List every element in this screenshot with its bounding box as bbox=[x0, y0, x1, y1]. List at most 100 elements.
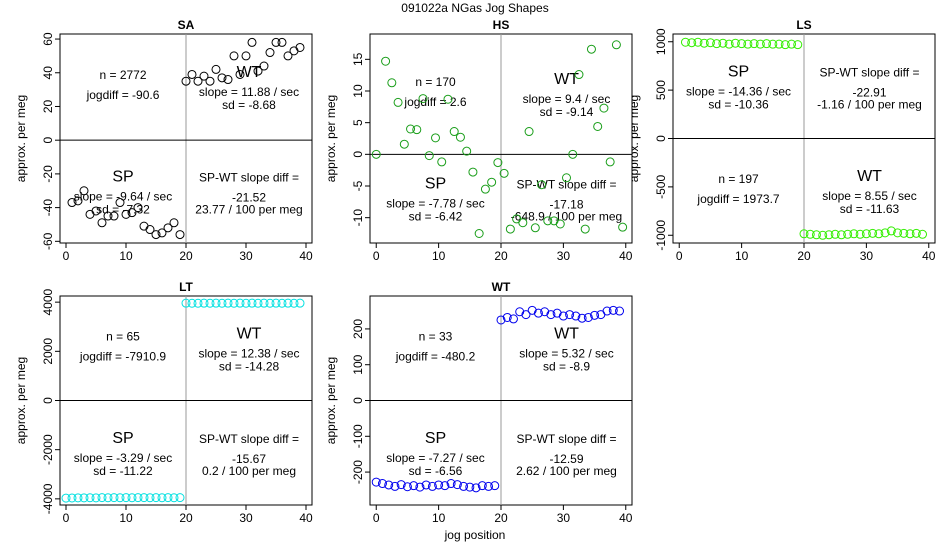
wt-data-point bbox=[546, 310, 556, 320]
sa-x-tick-label: 30 bbox=[239, 249, 253, 263]
hs-x-tick-label: 30 bbox=[557, 249, 571, 263]
hs-data-point bbox=[618, 222, 628, 232]
ls-sp-label: SP bbox=[728, 63, 749, 80]
sa-data-point bbox=[139, 221, 149, 231]
lt-data-point bbox=[181, 298, 191, 308]
wt-wt-slope: slope = 5.32 / sec bbox=[519, 346, 613, 360]
wt-data-point bbox=[402, 482, 412, 492]
sa-y-tick-label: -20 bbox=[41, 165, 55, 183]
sa-y-axis-label: approx. per meg bbox=[14, 95, 28, 182]
hs-data-point bbox=[518, 218, 528, 228]
hs-data-point bbox=[468, 167, 478, 177]
lt-x-tick-label: 30 bbox=[239, 511, 253, 525]
lt-sp-sd: sd = -11.22 bbox=[93, 464, 153, 478]
wt-data-point bbox=[415, 482, 425, 492]
lt-data-point bbox=[139, 493, 149, 503]
lt-data-point bbox=[271, 298, 281, 308]
lt-data-point bbox=[229, 298, 239, 308]
hs-data-point bbox=[605, 157, 615, 167]
ls-data-point bbox=[918, 229, 928, 239]
ls-y-tick-label: -500 bbox=[654, 175, 668, 199]
sa-data-point bbox=[115, 198, 125, 208]
ls-data-point bbox=[705, 38, 715, 48]
ls-data-point bbox=[718, 38, 728, 48]
hs-x-tick-label: 40 bbox=[619, 249, 633, 263]
hs-data-point bbox=[574, 70, 584, 80]
ls-data-point bbox=[905, 229, 915, 239]
hs-slope-diff-label: SP-WT slope diff = bbox=[517, 178, 617, 192]
wt-slope-diff-label: SP-WT slope diff = bbox=[517, 432, 617, 446]
ls-data-point bbox=[893, 228, 903, 238]
ls-data-point bbox=[724, 39, 734, 49]
sa-panel-title: SA bbox=[178, 18, 195, 32]
figure-x-axis-label: jog position bbox=[444, 528, 506, 542]
wt-data-point bbox=[396, 480, 406, 490]
hs-jogdiff: jogdiff = 2.6 bbox=[403, 95, 466, 109]
hs-slope-diff-value: -17.18 bbox=[549, 198, 583, 212]
sa-data-point bbox=[235, 69, 245, 79]
ls-data-point bbox=[749, 39, 759, 49]
wt-data-point bbox=[602, 306, 612, 316]
ls-data-point bbox=[855, 229, 865, 239]
hs-slope-diff-per: -648.9 / 100 per meg bbox=[511, 210, 622, 224]
wt-y-tick-label: 0 bbox=[351, 397, 365, 404]
ls-x-tick-label: 20 bbox=[797, 249, 811, 263]
ls-x-tick-label: 30 bbox=[860, 249, 874, 263]
lt-data-point bbox=[91, 493, 101, 503]
hs-data-point bbox=[462, 146, 472, 156]
wt-data-point bbox=[577, 313, 587, 323]
lt-data-point bbox=[199, 298, 209, 308]
hs-x-tick-label: 0 bbox=[373, 249, 380, 263]
ls-data-point bbox=[799, 229, 809, 239]
lt-data-point bbox=[277, 298, 287, 308]
hs-data-point bbox=[537, 180, 547, 190]
hs-data-point bbox=[562, 173, 571, 183]
sa-data-point bbox=[163, 223, 173, 233]
sa-y-tick-label: 60 bbox=[41, 32, 55, 46]
ls-data-point bbox=[780, 40, 790, 50]
sa-data-point bbox=[265, 48, 275, 58]
ls-y-tick-label: 0 bbox=[654, 135, 668, 142]
ls-slope-diff-per: -1.16 / 100 per meg bbox=[817, 97, 922, 111]
wt-data-point bbox=[515, 307, 525, 317]
ls-data-point bbox=[787, 39, 797, 49]
wt-data-point bbox=[608, 305, 618, 315]
hs-data-point bbox=[505, 224, 515, 234]
ls-data-point bbox=[824, 230, 834, 240]
wt-x-tick-label: 10 bbox=[432, 511, 446, 525]
sa-data-point bbox=[187, 69, 197, 79]
wt-data-point bbox=[377, 479, 387, 489]
lt-data-point bbox=[103, 493, 113, 503]
sa-data-point bbox=[73, 196, 83, 206]
hs-data-point bbox=[593, 121, 603, 131]
sa-slope-diff-per: 23.77 / 100 per meg bbox=[195, 203, 302, 217]
lt-data-point bbox=[247, 298, 257, 308]
sa-data-point bbox=[277, 37, 287, 47]
lt-wt-slope: slope = 12.38 / sec bbox=[198, 346, 299, 360]
ls-data-point bbox=[861, 229, 871, 239]
sa-data-point bbox=[223, 75, 233, 85]
wt-data-point bbox=[615, 306, 625, 316]
wt-sp-slope: slope = -7.27 / sec bbox=[386, 451, 484, 465]
hs-x-tick-label: 10 bbox=[432, 249, 446, 263]
hs-data-point bbox=[499, 168, 509, 178]
sa-data-point bbox=[241, 51, 251, 61]
lt-sp-slope: slope = -3.29 / sec bbox=[74, 451, 172, 465]
sa-data-point bbox=[145, 225, 155, 235]
lt-data-point bbox=[283, 298, 293, 308]
hs-wt-sd: sd = -9.14 bbox=[540, 105, 594, 119]
sa-data-point bbox=[127, 208, 137, 218]
ls-data-point bbox=[712, 39, 722, 49]
ls-data-point bbox=[911, 228, 921, 238]
wt-data-point bbox=[384, 480, 394, 490]
lt-slope-diff-value: -15.67 bbox=[232, 452, 266, 466]
wt-data-point bbox=[409, 481, 419, 491]
hs-y-tick-label: 10 bbox=[351, 84, 365, 98]
ls-data-point bbox=[762, 39, 772, 49]
wt-data-point bbox=[502, 312, 512, 322]
sa-sp-sd: sd = -7.32 bbox=[96, 203, 150, 217]
ls-data-point bbox=[680, 37, 690, 47]
wt-data-point bbox=[477, 481, 487, 491]
lt-n-count: n = 65 bbox=[106, 329, 140, 343]
lt-data-point bbox=[175, 493, 185, 503]
